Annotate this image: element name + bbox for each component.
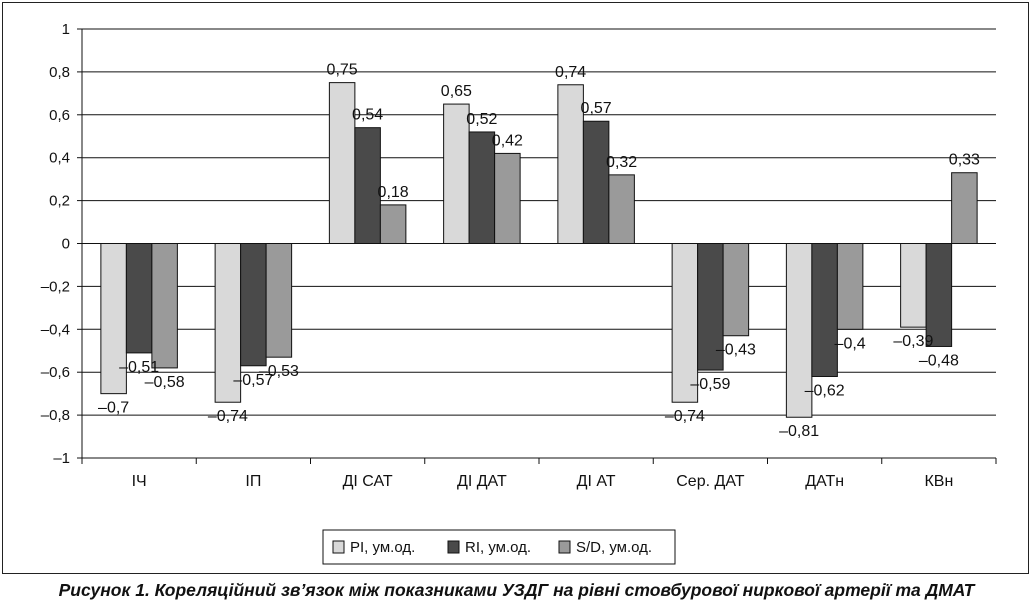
data-label: –0,4	[835, 335, 866, 352]
y-tick-label: –0,4	[41, 321, 70, 338]
bar	[925, 243, 953, 347]
data-label: –0,53	[259, 363, 299, 380]
category-label: ДІ ДАТ	[457, 473, 507, 490]
y-tick-label: 0,4	[49, 150, 70, 167]
category-label: ДІ АТ	[577, 473, 616, 490]
bar	[836, 243, 864, 330]
data-label: –0,43	[716, 342, 756, 359]
bar	[557, 84, 584, 244]
data-label: 0,57	[581, 100, 612, 117]
data-label: –0,39	[893, 333, 933, 350]
bar	[265, 243, 293, 358]
bar	[214, 243, 242, 403]
bar	[811, 243, 838, 377]
data-label: 0,18	[378, 184, 409, 201]
data-label: –0,58	[145, 374, 185, 391]
category-label: ІП	[245, 473, 261, 490]
bar	[785, 243, 813, 418]
legend-swatch	[332, 540, 345, 554]
y-tick-label: –0,6	[41, 364, 70, 381]
legend-swatch	[447, 540, 460, 554]
data-label: 0,42	[492, 132, 523, 149]
data-label: –0,48	[919, 352, 959, 369]
data-label: 0,33	[949, 152, 980, 169]
data-label: –0,7	[98, 400, 129, 417]
legend-label: PI, ум.од.	[350, 539, 415, 556]
data-label: 0,74	[555, 64, 586, 81]
category-label: Сер. ДАТ	[676, 473, 745, 490]
category-label: КВн	[924, 473, 953, 490]
bar-chart: 1 0,8 0,6 0,4 0,2 0 –0,2 –0,4 –0,6 –0,8 –1 ІЧ ІП ДІ С…	[41, 21, 997, 565]
legend-box	[322, 529, 676, 565]
y-tick-label: 0,6	[49, 107, 70, 124]
y-tick-label: –0,8	[41, 407, 70, 424]
bar	[494, 152, 521, 244]
y-tick-label: 1	[62, 21, 70, 38]
data-label: 0,32	[606, 154, 637, 171]
y-tick-label: 0,8	[49, 64, 70, 81]
bar	[379, 204, 407, 244]
bar	[328, 82, 356, 244]
data-label: 0,65	[441, 83, 472, 100]
data-label: –0,51	[119, 359, 159, 376]
data-label: –0,74	[665, 408, 705, 425]
bar	[697, 243, 724, 371]
chart-frame	[2, 2, 1029, 574]
bar	[468, 131, 496, 245]
bar	[671, 243, 699, 403]
category-label: ДАТн	[805, 473, 844, 490]
legend-swatch	[558, 540, 571, 554]
y-tick-label: –1	[53, 450, 70, 467]
bar	[151, 243, 178, 369]
data-label: –0,62	[805, 382, 845, 399]
data-label: –0,59	[690, 376, 730, 393]
y-tick-label: –0,2	[41, 278, 70, 295]
data-label: 0,75	[327, 62, 358, 79]
category-label: ДІ САТ	[343, 473, 393, 490]
bar	[240, 243, 267, 367]
bar	[722, 243, 750, 337]
category-label: ІЧ	[132, 473, 147, 490]
data-label: 0,52	[466, 111, 497, 128]
legend-label: RI, ум.од.	[465, 539, 531, 556]
data-label: –0,74	[208, 408, 248, 425]
y-tick-label: 0,2	[49, 193, 70, 210]
bar	[608, 174, 635, 244]
bar	[443, 103, 470, 244]
data-label: –0,57	[233, 372, 273, 389]
figure-caption: Рисунок 1. Кореляційний зв’язок між пока…	[58, 580, 975, 600]
bar	[125, 243, 153, 354]
bar	[900, 243, 927, 328]
bar	[354, 127, 381, 244]
legend-label: S/D, ум.од.	[576, 539, 652, 556]
y-tick-label: 0	[62, 236, 70, 253]
data-label: 0,54	[352, 107, 383, 124]
bar	[582, 120, 610, 244]
data-label: –0,81	[779, 423, 819, 440]
bar	[951, 172, 978, 244]
